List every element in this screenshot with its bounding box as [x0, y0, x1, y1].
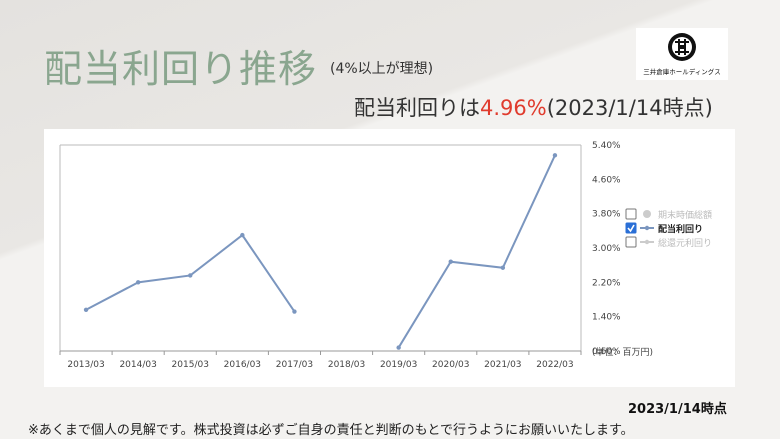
- legend-dot-swatch: [643, 210, 651, 218]
- legend-checkbox[interactable]: [625, 236, 637, 248]
- y-tick-label: 1.40%: [592, 313, 621, 323]
- y-tick-label: 0.60%: [592, 347, 621, 357]
- y-tick-label: 3.00%: [592, 244, 621, 254]
- data-point: [240, 232, 245, 238]
- x-tick-label: 2014/03: [119, 360, 156, 370]
- legend-label: 期末時価総額: [658, 209, 712, 221]
- legend-label: 総還元利回り: [658, 237, 712, 249]
- unit-label: (単位：百万円): [592, 346, 653, 358]
- chart-panel: 5.40% 4.60% 3.80% 3.00% 2.20% 1.40% 0.60% 2013…: [44, 129, 735, 387]
- y-tick-label: 5.40%: [592, 141, 621, 151]
- data-point: [292, 309, 297, 314]
- as-of-date: 2023/1/14時点: [628, 402, 727, 417]
- legend-checkbox[interactable]: [625, 208, 637, 220]
- x-tick-label: 2019/03: [380, 360, 417, 370]
- x-tick-label: 2018/03: [328, 360, 365, 370]
- legend-point-swatch: [644, 225, 650, 231]
- current-yield-line: 配当利回りは4.96%(2023/1/14時点): [354, 92, 713, 122]
- yield-date: (2023/1/14時点): [546, 96, 713, 120]
- legend-point-swatch: [644, 239, 650, 245]
- data-point: [83, 307, 89, 312]
- dividend-yield-chart: 5.40% 4.60% 3.80% 3.00% 2.20% 1.40% 0.60% 2013…: [59, 141, 712, 370]
- x-tick-label: 2020/03: [432, 360, 469, 370]
- yield-value: 4.96%: [480, 96, 547, 120]
- yield-prefix: 配当利回りは: [354, 96, 480, 120]
- data-point: [500, 265, 506, 270]
- legend-label: 配当利回り: [658, 223, 703, 235]
- data-point: [135, 280, 141, 285]
- x-tick-label: 2021/03: [484, 360, 521, 370]
- data-point: [448, 259, 453, 264]
- data-point: [552, 153, 558, 158]
- company-logo: 三井倉庫ホールディングス: [636, 28, 728, 80]
- check-icon: [627, 224, 635, 233]
- y-tick-label: 4.60%: [592, 175, 621, 185]
- data-point: [396, 345, 401, 350]
- x-tick-label: 2013/03: [67, 360, 104, 370]
- data-point: [188, 273, 193, 278]
- subtitle-note: (4%以上が理想): [330, 61, 434, 77]
- y-tick-label: 2.20%: [592, 278, 621, 288]
- page-title: 配当利回り推移: [44, 47, 318, 91]
- company-logo-icon: [668, 33, 696, 61]
- x-tick-label: 2017/03: [276, 360, 313, 370]
- y-tick-label: 3.80%: [592, 210, 621, 220]
- x-tick-label: 2022/03: [536, 360, 573, 370]
- company-name: 三井倉庫ホールディングス: [643, 68, 721, 76]
- series-line: [397, 154, 556, 349]
- disclaimer: ※あくまで個人の見解です。株式投資は必ずご自身の責任と判断のもとで行うようにお願…: [28, 423, 634, 438]
- x-tick-label: 2016/03: [224, 360, 261, 370]
- x-tick-label: 2015/03: [172, 360, 209, 370]
